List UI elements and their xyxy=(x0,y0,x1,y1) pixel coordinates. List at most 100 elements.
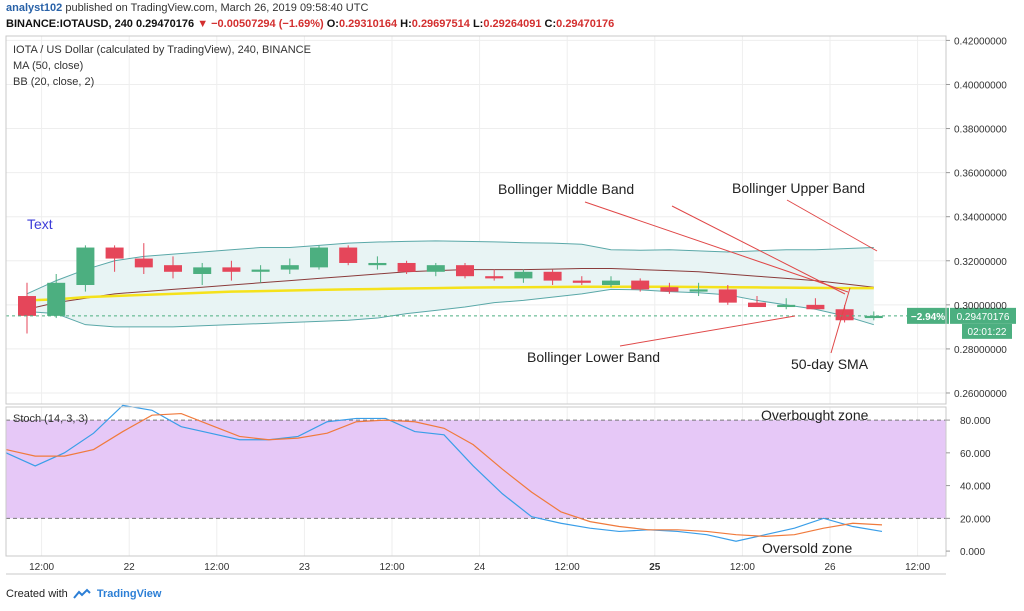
stoch-k-line xyxy=(5,404,883,542)
low-value: 0.29264091 xyxy=(483,18,542,30)
tradingview-brand[interactable]: TradingView xyxy=(96,588,162,600)
stoch-pane: Stoch (14, 3, 3) Overbought zone Oversold … xyxy=(5,404,946,556)
candle xyxy=(105,245,124,272)
candle-body xyxy=(105,247,124,259)
low-label: L: xyxy=(472,18,484,30)
annotation-sma: 50-day SMA xyxy=(791,356,869,372)
time-tick-label: 12:00 xyxy=(730,562,755,573)
candle-body xyxy=(193,267,212,274)
change-badge xyxy=(907,307,949,324)
time-tick-label: 26 xyxy=(824,562,836,573)
candle xyxy=(280,258,299,274)
candle-body xyxy=(339,247,358,263)
candle xyxy=(251,265,270,283)
annotation-oversold: Oversold zone xyxy=(762,540,852,556)
candle-body xyxy=(748,302,766,308)
candle xyxy=(222,260,241,281)
candle xyxy=(134,243,153,274)
price-tick-label: 0.34000000 xyxy=(954,213,1007,224)
price-pane-frame xyxy=(5,35,947,405)
annotation-text: Text xyxy=(27,216,53,232)
annotation-arrow xyxy=(786,199,878,252)
price-badge xyxy=(950,307,1016,324)
created-with-text: Created with xyxy=(6,588,68,600)
candle xyxy=(689,282,708,297)
candle-body xyxy=(572,280,591,283)
candle-body xyxy=(514,271,533,279)
close-value: 0.29470176 xyxy=(556,18,615,30)
candle-body xyxy=(222,267,241,272)
candle-body xyxy=(280,265,299,270)
candle-body xyxy=(543,271,562,281)
candle-body xyxy=(134,258,153,268)
axes: 0.42000000 0.40000000 0.38000000 0.36000000… xyxy=(5,35,1007,575)
price-tick-label: 0.30000000 xyxy=(954,301,1007,312)
candle xyxy=(543,269,562,286)
candle-body xyxy=(397,262,416,272)
time-tick-label: 24 xyxy=(474,562,486,573)
time-tick-label: 12:00 xyxy=(204,562,229,573)
candle xyxy=(397,260,416,274)
candle xyxy=(310,245,328,270)
annotation-arrow xyxy=(584,201,849,293)
candle xyxy=(718,285,737,305)
price-badge-text: 0.29470176 xyxy=(957,312,1010,323)
candle-body xyxy=(718,289,737,303)
annotation-arrow xyxy=(671,205,846,295)
stoch-tick-label: 60.000 xyxy=(960,449,991,460)
stoch-pane-frame xyxy=(5,406,947,557)
stoch-title: Stoch (14, 3, 3) xyxy=(13,413,88,425)
publish-info: published on TradingView.com, March 26, … xyxy=(65,2,369,14)
candle-body xyxy=(18,296,36,316)
close-label: C: xyxy=(544,18,557,30)
time-tick-label: 12:00 xyxy=(379,562,404,573)
chart-title: IOTA / US Dollar (calculated by TradingV… xyxy=(13,44,311,56)
time-tick-label: 22 xyxy=(124,562,136,573)
bb-legend: BB (20, close, 2) xyxy=(13,76,94,88)
candle-body xyxy=(660,287,679,292)
candle xyxy=(514,269,533,283)
candle xyxy=(660,282,679,294)
bollinger-band-fill xyxy=(27,240,874,327)
footer: Created with TradingView xyxy=(6,588,161,600)
time-tick-label: 12:00 xyxy=(29,562,54,573)
price-tick-label: 0.38000000 xyxy=(954,125,1007,136)
open-label: O: xyxy=(326,18,339,30)
high-value: 0.29697514 xyxy=(411,18,470,30)
candle xyxy=(193,262,212,286)
author-link[interactable]: analyst102 xyxy=(6,2,63,14)
price-tick-label: 0.32000000 xyxy=(954,257,1007,268)
last-value: 0.29470176 xyxy=(136,18,195,30)
high-label: H: xyxy=(400,18,412,30)
candle xyxy=(426,262,445,277)
candle xyxy=(47,273,66,319)
candle-body xyxy=(368,262,387,266)
candle-body xyxy=(310,247,328,268)
price-pane: −2.94% 0.29470176 02:01:22 IOTA / US Dollar… xyxy=(6,36,1016,404)
change-badge-text: −2.94% xyxy=(911,312,945,323)
candle xyxy=(631,278,650,292)
publish-line: analyst102 published on TradingView.com,… xyxy=(6,2,368,14)
candle-body xyxy=(806,304,825,310)
candle xyxy=(572,276,591,286)
bollinger-middle-line xyxy=(26,267,874,310)
price-tick-label: 0.42000000 xyxy=(954,36,1007,47)
candle-body xyxy=(47,282,66,316)
price-tick-label: 0.28000000 xyxy=(954,345,1007,356)
price-tick-label: 0.36000000 xyxy=(954,169,1007,180)
time-tick-label: 12:00 xyxy=(555,562,580,573)
annotation-lower-band: Bollinger Lower Band xyxy=(527,349,660,365)
annotation-overbought: Overbought zone xyxy=(761,407,869,423)
candle-body xyxy=(76,247,95,286)
stoch-d-line xyxy=(5,412,883,537)
countdown-badge xyxy=(962,323,1012,339)
candle xyxy=(748,296,766,308)
trading-chart[interactable]: −2.94% 0.29470176 02:01:22 IOTA / US Dollar… xyxy=(0,34,1024,580)
annotation-arrow xyxy=(619,315,796,347)
candle-body xyxy=(485,276,504,279)
annotation-upper-band: Bollinger Upper Band xyxy=(732,180,865,196)
tradingview-logo-icon xyxy=(73,588,91,599)
ma-legend: MA (50, close) xyxy=(13,60,83,72)
annotation-arrow xyxy=(830,287,851,354)
candle xyxy=(456,262,474,279)
